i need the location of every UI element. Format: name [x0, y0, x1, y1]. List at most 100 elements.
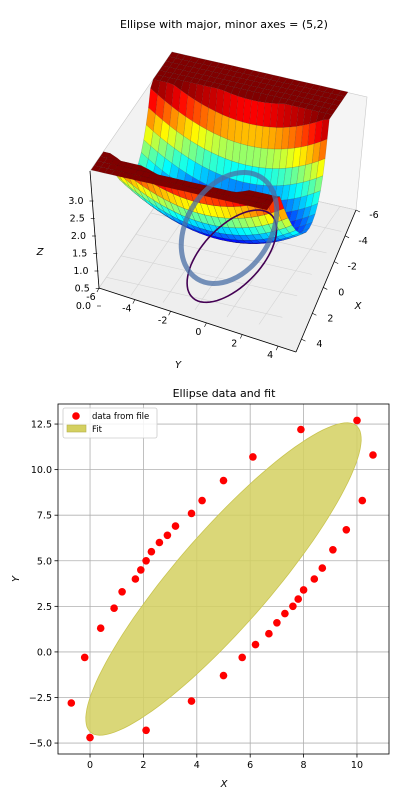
data-point	[118, 588, 126, 596]
y-tick-label: -2	[158, 315, 167, 326]
data-point	[187, 509, 196, 518]
data-point	[369, 451, 377, 459]
data-point	[289, 602, 297, 611]
data-point	[137, 566, 145, 574]
x-tick-label: 0	[338, 287, 344, 298]
z-tick-label: 1.0	[73, 266, 88, 277]
y-tick-label: 12.5	[31, 420, 52, 431]
plot-frame	[57, 403, 390, 755]
x-tick-label: -2	[347, 262, 356, 273]
data-point	[96, 624, 105, 632]
data-point	[171, 522, 180, 530]
data-point	[251, 640, 260, 649]
data-point	[131, 575, 140, 583]
x-axis-line	[295, 209, 357, 353]
y-tick-label: 4	[267, 350, 273, 361]
x-tick-mark	[344, 235, 350, 239]
data-points	[67, 416, 377, 742]
x-tick-label: 2	[327, 313, 333, 324]
surface-title: Ellipse with major, minor axes = (5,2)	[120, 18, 328, 31]
y-tick-label: 0.0	[37, 647, 52, 658]
y-tick-mark	[168, 311, 171, 316]
data-point	[299, 586, 308, 594]
scatter-chart: Ellipse data and fit 0 2 4 6 8 10 −5.0 −2.5 0.0 2…	[11, 387, 390, 790]
x-tick-label: 2	[140, 760, 146, 771]
floor-grid-line	[106, 276, 283, 318]
data-point	[342, 526, 351, 534]
y-axis-label: Y	[175, 360, 182, 371]
x-tick-label: 4	[194, 760, 200, 771]
z-tick-label: 0.0	[76, 301, 91, 312]
scatter-y-label: Y	[11, 575, 22, 582]
x-tick-label: -4	[358, 236, 367, 247]
legend-label-fit: Fit	[92, 425, 103, 435]
x-tick-label: 0	[87, 760, 93, 771]
z-tick-label: 2.5	[70, 214, 85, 225]
data-point	[238, 653, 246, 662]
z-tick-label: 2.0	[71, 231, 86, 242]
data-point	[80, 653, 89, 662]
axes-3d: -6 -4 -2 0 2 4 -6 -4 -2 0 2 4 0.0 0.5 1.0 1.5 2.0 2.5 3.0	[68, 170, 379, 361]
surface-cell	[259, 203, 271, 211]
data-point	[329, 546, 337, 554]
x-tick-label: 8	[301, 760, 307, 771]
legend-marker-data	[72, 412, 80, 420]
ticks: 0 2 4 6 8 10 −5.0 −2.5 0.0 2.5 5.0 7.5 10.0 12.5	[29, 420, 363, 771]
y-tick-label: −2.5	[29, 693, 52, 704]
legend-box	[62, 407, 158, 439]
legend-label-data: data from file	[92, 412, 149, 422]
y-tick-label: -6	[86, 292, 95, 303]
data-point	[147, 547, 156, 556]
data-point	[219, 476, 228, 485]
legend: data from file Fit	[62, 407, 158, 439]
data-point	[358, 496, 367, 505]
data-point	[318, 564, 327, 572]
data-point	[67, 699, 76, 707]
scatter-title: Ellipse data and fit	[173, 387, 276, 400]
data-point	[353, 416, 361, 425]
legend-swatch-fit	[66, 424, 87, 433]
y-tick-label: 2.5	[37, 602, 52, 613]
data-point	[110, 604, 118, 612]
floor-grid-line	[121, 255, 298, 297]
data-point	[297, 425, 305, 434]
data-point	[163, 531, 172, 540]
y-tick-label: 2	[231, 339, 237, 350]
y-tick-label: −5.0	[29, 739, 52, 750]
y-tick-label: 5.0	[37, 556, 52, 567]
data-point	[219, 671, 228, 680]
y-tick-label: 0	[195, 327, 201, 338]
y-axis-line	[98, 287, 297, 353]
x-tick-label: 4	[316, 339, 322, 350]
x-tick-mark	[334, 261, 339, 264]
fit-ellipse-layer	[85, 422, 362, 736]
x-tick-mark	[312, 313, 317, 316]
x-axis-label: X	[354, 301, 363, 312]
surface-ring	[178, 169, 280, 287]
fit-ellipse	[85, 422, 362, 736]
z-axis-label: Z	[36, 247, 45, 258]
data-point	[187, 697, 196, 705]
x-tick-mark	[355, 209, 361, 213]
data-point	[249, 453, 257, 461]
data-point	[155, 538, 164, 547]
surface-chart: Ellipse with major, minor axes = (5,2) -…	[36, 18, 379, 371]
z-tick-label: 1.5	[72, 249, 87, 260]
x-tick-label: 10	[351, 760, 363, 771]
data-point	[198, 496, 206, 505]
y-tick-mark	[240, 334, 243, 339]
z-axis-line	[89, 170, 100, 289]
x-tick-label: 6	[247, 760, 253, 771]
x-tick-mark	[323, 287, 328, 290]
data-point	[281, 609, 289, 618]
data-point	[265, 629, 273, 638]
y-tick-mark	[132, 299, 136, 304]
y-tick-label: -4	[122, 304, 131, 315]
scatter-x-label: X	[220, 779, 229, 790]
data-point	[142, 557, 150, 565]
data-point	[86, 733, 94, 742]
y-tick-mark	[204, 322, 207, 328]
y-tick-label: 10.0	[31, 465, 52, 476]
data-point	[273, 619, 281, 627]
